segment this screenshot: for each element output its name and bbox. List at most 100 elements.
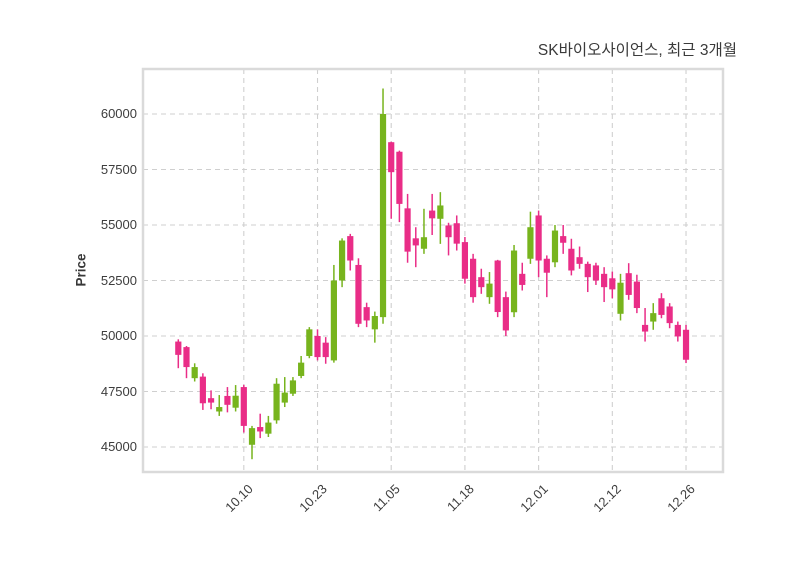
candle-body [461,242,469,279]
candle-body [363,307,370,321]
candle-body [601,273,608,288]
candle-body [429,210,436,219]
candle-down [478,268,485,294]
candle-down [609,271,616,299]
candle-down [445,222,452,256]
candle-down [682,324,690,364]
candle-body [371,316,378,330]
candle-body [576,257,583,264]
candle-down [519,262,526,291]
candle-down [576,246,583,269]
candle-body [298,362,305,376]
candle-down [240,384,247,433]
candle-body [633,281,640,309]
candle-body [470,258,477,298]
candle-body [281,392,288,403]
candle-down [601,267,608,303]
candle-body [273,383,280,421]
candle-body [658,298,665,315]
candle-up [420,208,428,254]
y-tick-label: 50000 [100,328,137,343]
candle-body [543,258,550,273]
candle-down [199,373,206,410]
candle-down [183,345,190,379]
candle-down [412,227,419,268]
candle-down [453,215,460,251]
candle-up [281,377,288,408]
candle-down [666,303,673,329]
candle-down [347,233,354,271]
candle-body [199,376,206,404]
candle-body [379,114,387,318]
candle-down [429,193,436,235]
candle-down [355,258,362,328]
candle-up [650,303,657,330]
candle-up [216,395,223,416]
candle-body [682,329,690,360]
candle-body [396,151,403,204]
candle-up [273,378,280,424]
candle-down [633,274,640,314]
candle-down [363,302,370,328]
candle-body [560,236,567,243]
candle-body [584,263,591,278]
candle-body [494,260,501,313]
candle-body [510,250,518,313]
candle-up [551,225,559,268]
candle-body [248,428,256,445]
candle-down [658,293,665,319]
chart-title: SK바이오사이언스, 최근 3개월 [537,42,737,59]
candle-up [617,273,624,321]
candle-body [175,341,182,355]
candle-body [191,367,198,379]
candle-up [338,238,346,288]
candle-body [437,205,444,219]
candle-body [412,238,419,246]
candle-body [207,398,215,403]
candle-up [486,272,493,304]
candle-body [265,422,272,434]
candle-body [486,283,493,298]
candle-up [289,377,297,396]
candle-body [445,225,452,238]
candle-body [568,248,575,271]
plot-border [141,67,725,474]
candle-body [650,313,657,322]
candle-body [478,277,485,288]
candle-body [355,264,362,324]
candle-body [535,215,542,261]
candle-body [609,278,616,290]
candle-body [306,329,313,356]
candle-down [314,329,321,361]
candle-body [232,395,239,408]
candle-up [510,244,518,318]
candle-up [527,211,534,264]
candle-up [191,363,198,382]
candle-body [592,265,600,281]
candle-down [175,339,182,369]
candle-body [216,407,223,412]
candle-body [330,280,337,361]
candle-down [502,291,509,336]
candle-down [543,255,550,298]
candle-up [265,415,272,438]
y-tick-label: 52500 [100,272,137,288]
candle-body [502,297,509,331]
candle-body [183,347,190,368]
candle-down [641,308,649,342]
candle-down [388,141,395,219]
candle-body [551,230,559,263]
candle-up [330,264,337,363]
candle-down [568,238,575,276]
candle-body [322,342,329,358]
candle-body [257,427,264,432]
y-tick-label: 57500 [100,161,137,177]
candle-body [674,324,681,337]
candle-body [453,223,460,244]
candle-body [641,324,649,332]
candle-up [232,385,239,412]
y-tick-label: 47500 [100,383,137,399]
candle-up [306,327,313,359]
